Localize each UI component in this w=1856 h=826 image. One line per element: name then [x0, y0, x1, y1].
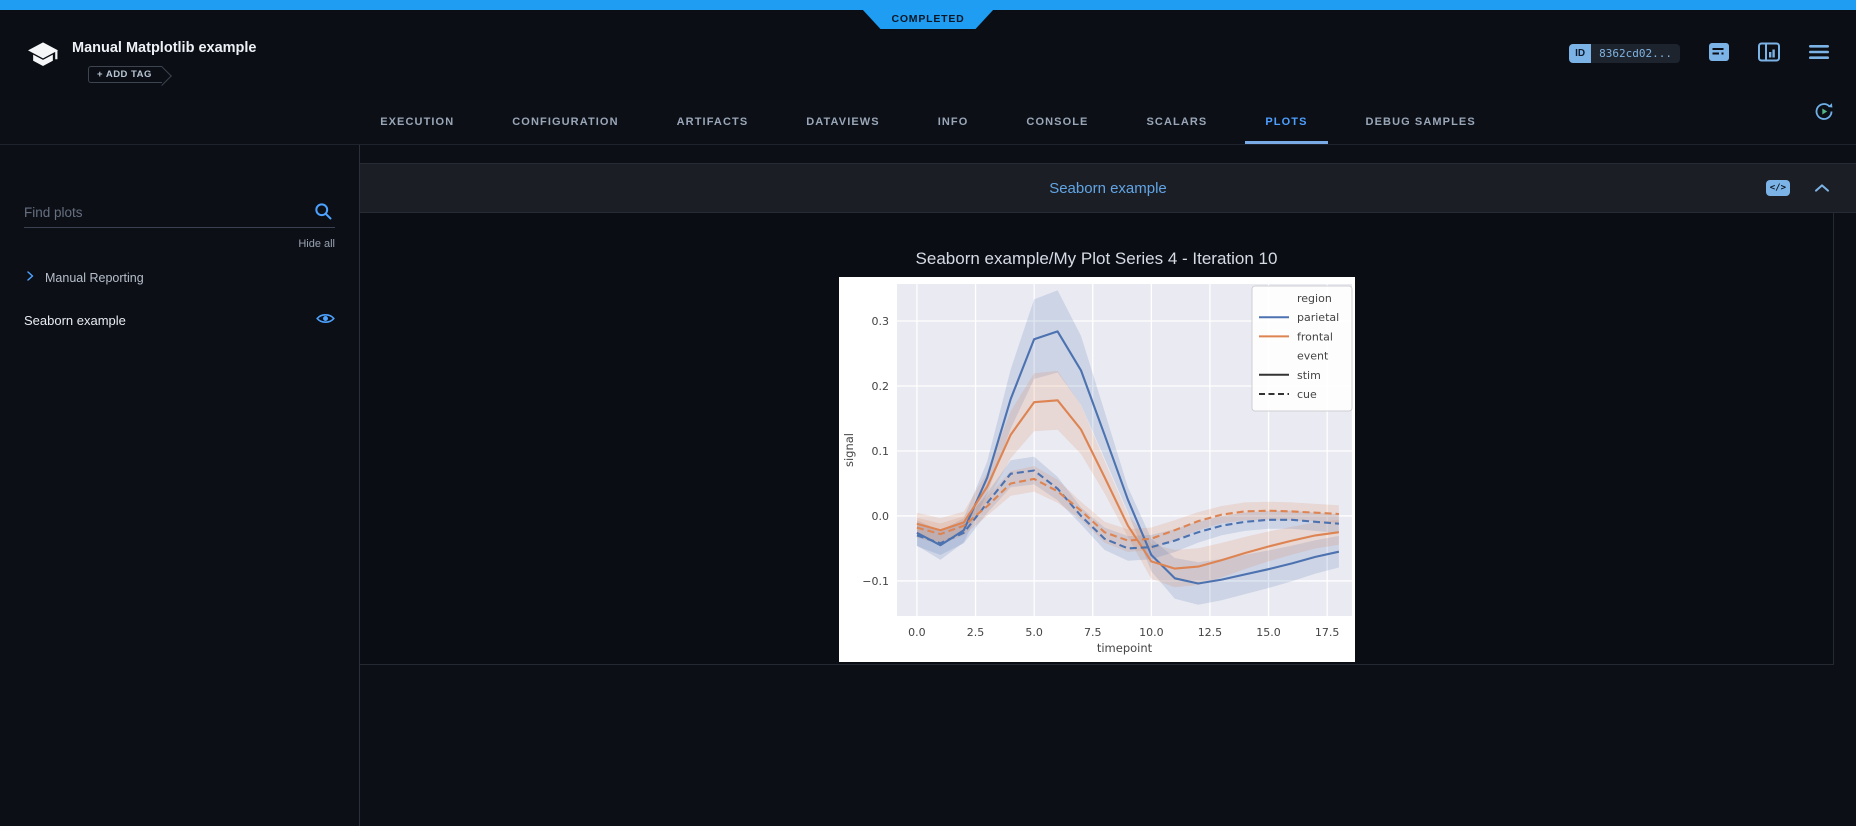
sidebar-group-manual-reporting[interactable]: Manual Reporting	[24, 270, 335, 285]
tab-configuration[interactable]: CONFIGURATION	[512, 116, 619, 128]
id-value: 8362cd02...	[1591, 44, 1680, 63]
plot-card: Seaborn example </>	[360, 163, 1856, 665]
svg-text:17.5: 17.5	[1314, 626, 1339, 639]
svg-text:12.5: 12.5	[1197, 626, 1222, 639]
svg-text:2.5: 2.5	[966, 626, 984, 639]
auto-refresh-toggle[interactable]	[1812, 100, 1836, 127]
status-strip	[0, 0, 1856, 10]
hamburger-icon	[1808, 44, 1830, 63]
tab-execution[interactable]: EXECUTION	[380, 116, 455, 128]
eye-icon[interactable]	[316, 312, 335, 328]
svg-text:0.0: 0.0	[871, 510, 889, 523]
plot-list: Seaborn example	[24, 312, 335, 328]
tab-info[interactable]: INFO	[937, 116, 969, 128]
svg-text:timepoint: timepoint	[1096, 641, 1152, 655]
status-badge: COMPLETED	[862, 9, 994, 29]
figure-title: Seaborn example/My Plot Series 4 - Itera…	[915, 249, 1278, 268]
search-icon[interactable]	[313, 201, 333, 226]
search-input[interactable]	[24, 197, 335, 227]
menu-button[interactable]	[1808, 44, 1830, 63]
svg-text:cue: cue	[1297, 388, 1317, 401]
tab-artifacts[interactable]: ARTIFACTS	[676, 116, 749, 128]
svg-text:15.0: 15.0	[1256, 626, 1281, 639]
add-tag-button[interactable]: + ADD TAG	[88, 66, 162, 83]
plot-figure[interactable]: 0.0 2.5 5.0 7.5 10.0 12.5 15.0 17.5 0.3 0.2 0.1 0.0…	[838, 277, 1355, 662]
svg-text:region: region	[1297, 292, 1332, 305]
tab-plots[interactable]: PLOTS	[1245, 100, 1328, 144]
svg-text:0.0: 0.0	[908, 626, 926, 639]
plots-sidebar: Hide all Manual Reporting Seaborn exampl…	[0, 145, 360, 826]
svg-text:frontal: frontal	[1297, 330, 1333, 343]
chevron-up-icon	[1814, 181, 1830, 196]
chevron-right-icon	[24, 270, 36, 285]
svg-text:parietal: parietal	[1297, 311, 1339, 324]
details-icon	[1708, 42, 1730, 65]
tab-debug-samples[interactable]: DEBUG SAMPLES	[1365, 116, 1476, 128]
sidebar-plot-item[interactable]: Seaborn example	[24, 312, 335, 328]
plot-card-header: Seaborn example </>	[360, 163, 1856, 213]
tab-dataviews[interactable]: DATAVIEWS	[806, 116, 880, 128]
id-label: ID	[1569, 44, 1592, 63]
plot-card-title: Seaborn example	[1049, 179, 1167, 197]
task-type-icon	[28, 42, 58, 74]
group-label: Manual Reporting	[45, 270, 144, 285]
collapse-section-button[interactable]	[1814, 181, 1830, 196]
plot-item-label: Seaborn example	[24, 312, 126, 328]
plot-card-body: Seaborn example/My Plot Series 4 - Itera…	[360, 213, 1834, 665]
svg-text:0.2: 0.2	[871, 380, 889, 393]
tab-bar: EXECUTION CONFIGURATION ARTIFACTS DATAVIEWS…	[0, 100, 1856, 145]
refresh-icon	[1812, 100, 1836, 127]
svg-text:0.3: 0.3	[871, 315, 889, 328]
task-id-badge[interactable]: ID 8362cd02...	[1569, 44, 1680, 63]
svg-text:−0.1: −0.1	[862, 575, 889, 588]
details-panel-button[interactable]	[1708, 42, 1730, 65]
svg-text:stim: stim	[1297, 369, 1321, 382]
svg-text:signal: signal	[842, 433, 856, 467]
tab-console[interactable]: CONSOLE	[1026, 116, 1089, 128]
embed-code-button[interactable]: </>	[1765, 180, 1790, 196]
svg-text:0.1: 0.1	[871, 445, 889, 458]
split-view-button[interactable]	[1758, 42, 1780, 65]
svg-text:event: event	[1297, 350, 1329, 363]
svg-text:5.0: 5.0	[1025, 626, 1043, 639]
tab-scalars[interactable]: SCALARS	[1146, 116, 1208, 128]
hide-all-button[interactable]: Hide all	[298, 238, 335, 250]
main-panel: Seaborn example </>	[360, 145, 1856, 826]
svg-text:7.5: 7.5	[1083, 626, 1101, 639]
split-view-icon	[1758, 42, 1780, 65]
svg-text:10.0: 10.0	[1139, 626, 1164, 639]
page-title: Manual Matplotlib example	[72, 40, 257, 56]
